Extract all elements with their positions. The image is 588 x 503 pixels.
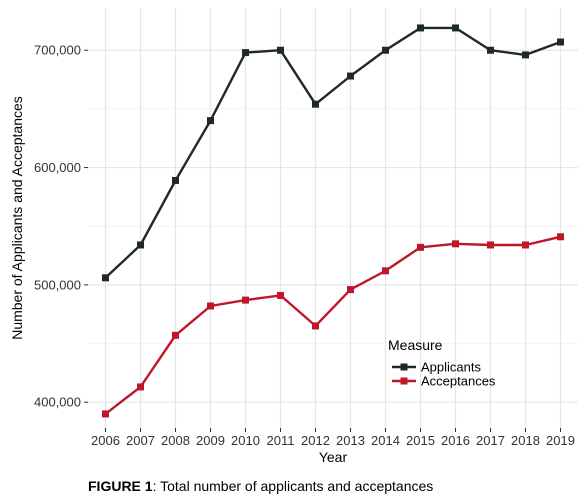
x-axis-title: Year (319, 449, 348, 465)
data-point-applicants (522, 51, 529, 59)
data-point-acceptances (137, 383, 144, 391)
y-tick-label: 700,000 (34, 43, 81, 58)
data-point-acceptances (382, 267, 389, 275)
data-point-acceptances (347, 286, 354, 294)
data-point-acceptances (277, 291, 284, 299)
y-tick-label: 400,000 (34, 395, 81, 410)
line-chart: 2006 2007 2008 2009 2010 2011 2012 2013 2014 2015… (9, 8, 578, 465)
caption-label: FIGURE 1 (88, 478, 153, 494)
data-point-acceptances (102, 410, 109, 418)
data-point-acceptances (487, 241, 494, 249)
y-tick-labels: 400,000 500,000 600,000 700,000 (34, 43, 88, 410)
x-tick-label: 2006 (91, 433, 120, 448)
x-tick-label: 2010 (231, 433, 260, 448)
x-tick-label: 2019 (546, 433, 575, 448)
x-tick-label: 2009 (196, 433, 225, 448)
x-tick-labels: 2006 2007 2008 2009 2010 2011 2012 2013 2014 2015… (91, 428, 575, 448)
data-point-applicants (277, 46, 284, 54)
x-tick-label: 2007 (126, 433, 155, 448)
figure-caption: FIGURE 1: Total number of applicants and… (88, 478, 433, 494)
x-tick-label: 2013 (336, 433, 365, 448)
data-point-applicants (382, 46, 389, 54)
x-tick-label: 2017 (476, 433, 505, 448)
data-point-acceptances (557, 233, 564, 241)
data-point-acceptances (207, 302, 214, 310)
y-tick-label: 600,000 (34, 160, 81, 175)
data-point-acceptances (312, 322, 319, 330)
y-tick-label: 500,000 (34, 277, 81, 292)
data-point-applicants (137, 241, 144, 249)
data-point-applicants (557, 38, 564, 46)
data-point-applicants (242, 49, 249, 57)
data-point-applicants (102, 274, 109, 282)
legend-key-marker (400, 363, 408, 371)
plot-background (88, 8, 578, 428)
y-axis-title: Number of Applicants and Acceptances (9, 96, 25, 340)
grid-lines (88, 8, 578, 428)
series-layer (102, 24, 564, 418)
data-point-applicants (417, 24, 424, 32)
legend-title: Measure (388, 337, 443, 353)
data-point-applicants (452, 24, 459, 32)
x-tick-label: 2011 (267, 433, 295, 448)
x-tick-label: 2012 (301, 433, 330, 448)
data-point-acceptances (452, 240, 459, 248)
data-point-acceptances (242, 296, 249, 304)
x-tick-label: 2014 (371, 433, 400, 448)
series-line-acceptances (104, 235, 561, 415)
data-point-acceptances (417, 243, 424, 251)
x-tick-label: 2016 (441, 433, 470, 448)
series-line-applicants (104, 26, 561, 279)
x-tick-label: 2015 (406, 433, 435, 448)
data-point-acceptances (522, 241, 529, 249)
data-point-applicants (347, 72, 354, 80)
data-point-applicants (207, 117, 214, 125)
data-point-acceptances (172, 331, 179, 339)
legend-label: Acceptances (421, 374, 496, 389)
data-point-applicants (172, 176, 179, 184)
legend-label: Applicants (421, 360, 481, 375)
x-tick-label: 2018 (511, 433, 540, 448)
data-point-applicants (312, 100, 319, 108)
data-point-applicants (487, 46, 494, 54)
legend-key-marker (400, 377, 408, 385)
x-tick-label: 2008 (161, 433, 190, 448)
caption-text: : Total number of applicants and accepta… (152, 478, 434, 494)
